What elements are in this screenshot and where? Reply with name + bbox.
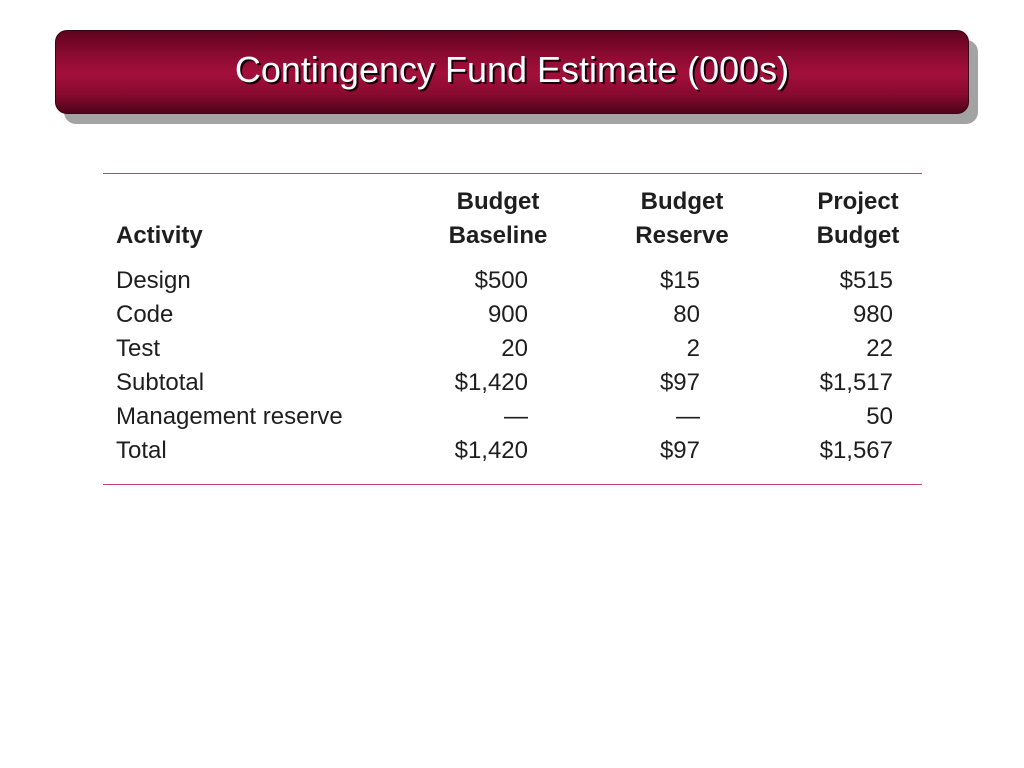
row-design-reserve: $15 — [659, 267, 700, 294]
table-top-rule — [103, 173, 922, 174]
title-banner: Contingency Fund Estimate (000s) — [55, 30, 969, 114]
row-total-baseline: $1,420 — [454, 437, 528, 464]
row-total-reserve: $97 — [659, 437, 700, 464]
row-code-project: 980 — [852, 301, 893, 328]
slide-title: Contingency Fund Estimate (000s) — [234, 49, 790, 90]
row-subtotal-activity: Subtotal — [116, 369, 205, 396]
header-budget-reserve-line2: Reserve — [635, 222, 729, 249]
table-bottom-rule — [103, 484, 922, 485]
row-code-baseline: 900 — [487, 301, 528, 328]
header-project-budget-line1: Project — [817, 188, 899, 215]
header-budget-reserve-line1: Budget — [640, 188, 724, 215]
row-total-project: $1,567 — [819, 437, 893, 464]
row-test-project: 22 — [866, 335, 893, 362]
row-design-baseline: $500 — [474, 267, 528, 294]
header-project-budget-line2: Budget — [816, 222, 900, 249]
row-total-activity: Total — [116, 437, 167, 464]
row-code-activity: Code — [116, 301, 174, 328]
header-activity: Activity — [116, 222, 203, 249]
row-design-activity: Design — [116, 267, 191, 294]
row-subtotal-baseline: $1,420 — [454, 369, 528, 396]
header-budget-baseline-line2: Baseline — [448, 222, 548, 249]
contingency-table: Activity Budget Baseline Budget Reserve … — [103, 173, 922, 485]
row-test-reserve: 2 — [686, 335, 700, 362]
header-budget-baseline-line1: Budget — [456, 188, 540, 215]
row-management-reserve-baseline: — — [504, 403, 528, 430]
row-code-reserve: 80 — [673, 301, 700, 328]
row-subtotal-project: $1,517 — [819, 369, 893, 396]
row-design-project: $515 — [839, 267, 893, 294]
row-management-reserve-activity: Management reserve — [116, 403, 343, 430]
row-test-baseline: 20 — [501, 335, 528, 362]
row-subtotal-reserve: $97 — [659, 369, 700, 396]
row-management-reserve-project: 50 — [866, 403, 893, 430]
row-management-reserve-reserve: — — [676, 403, 700, 430]
row-test-activity: Test — [116, 335, 161, 362]
